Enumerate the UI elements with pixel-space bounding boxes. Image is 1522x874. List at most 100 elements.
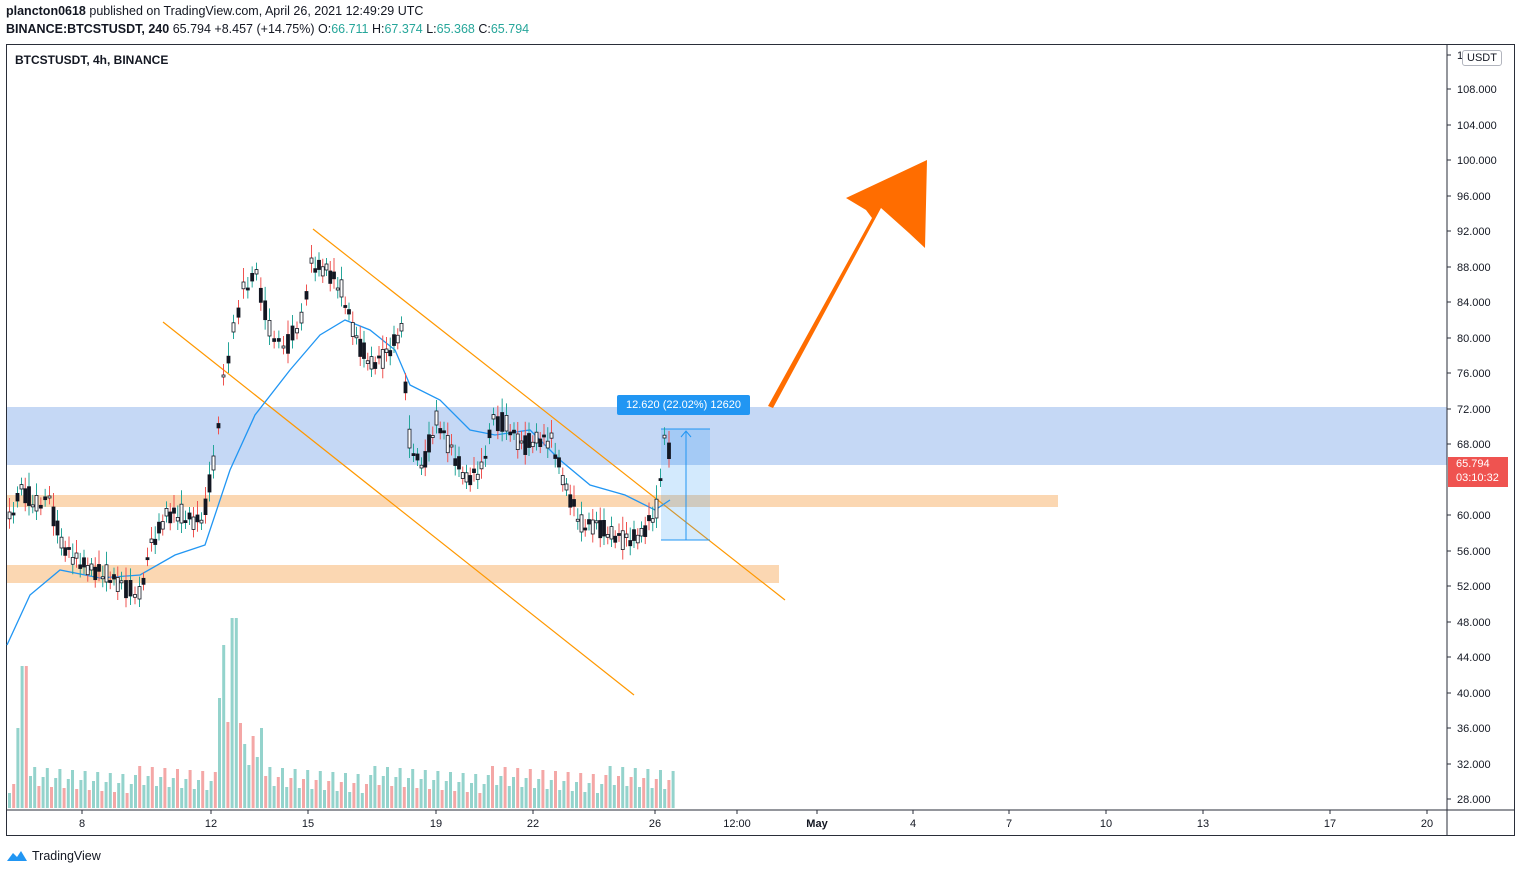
candle-body bbox=[628, 540, 633, 547]
time-axis[interactable]: 8 12 15 19 22 26 12:00 May 4 7 10 13 17 20 bbox=[79, 810, 1433, 830]
candle-body bbox=[187, 512, 192, 520]
candle-body bbox=[549, 432, 554, 439]
volume-bar bbox=[566, 772, 570, 808]
volume-bar bbox=[461, 773, 465, 808]
volume-bar bbox=[293, 769, 297, 808]
candle-body bbox=[175, 517, 180, 522]
volume-bar bbox=[423, 770, 427, 808]
volume-bar bbox=[369, 775, 373, 808]
volume-bar bbox=[281, 768, 284, 808]
volume-bar bbox=[398, 768, 402, 808]
candle-body bbox=[643, 525, 648, 537]
volume-bar bbox=[436, 771, 440, 808]
candle-body bbox=[286, 334, 290, 354]
candle-body bbox=[419, 464, 424, 469]
bullish-arrow[interactable] bbox=[768, 160, 927, 408]
open-value: 66.711 bbox=[331, 22, 369, 36]
candle-body bbox=[119, 580, 124, 584]
volume-bar bbox=[432, 780, 436, 808]
chart-frame[interactable] bbox=[6, 44, 1515, 836]
candle-body bbox=[403, 381, 408, 394]
candle-body bbox=[430, 435, 435, 438]
high-value: 67.374 bbox=[384, 22, 423, 36]
candle-body bbox=[133, 594, 137, 598]
volume-bar bbox=[251, 736, 255, 808]
price-label: 40.000 bbox=[1457, 688, 1491, 700]
time-label: 15 bbox=[302, 818, 314, 830]
price-axis[interactable]: 1 108.000 104.000 100.000 96.000 92.000 88.000… bbox=[1447, 50, 1497, 806]
candle-body bbox=[579, 514, 584, 533]
volume-bar bbox=[150, 767, 154, 808]
volume-bar bbox=[394, 777, 398, 808]
volume-bar bbox=[297, 788, 301, 808]
candle-body bbox=[7, 511, 12, 520]
publisher-name[interactable]: plancton0618 bbox=[6, 4, 86, 18]
chart-title: BTCSTUSDT, 4h, BINANCE bbox=[15, 53, 169, 67]
time-label: 12 bbox=[205, 818, 217, 830]
volume-bar bbox=[449, 772, 452, 808]
candle-body bbox=[43, 496, 48, 501]
volume-bar bbox=[407, 778, 410, 808]
price-label: 104.000 bbox=[1457, 120, 1497, 132]
candle-body bbox=[250, 272, 255, 282]
time-label: 19 bbox=[430, 818, 442, 830]
candle-body bbox=[445, 435, 450, 454]
volume-bar bbox=[268, 767, 272, 808]
candle-body bbox=[515, 433, 520, 451]
volume-bar bbox=[491, 766, 494, 808]
volume-bar bbox=[142, 785, 146, 808]
candle-body bbox=[472, 468, 476, 473]
volume-bar bbox=[524, 778, 528, 808]
volume-bar bbox=[512, 777, 515, 808]
volume-bar bbox=[171, 778, 175, 808]
volume-bar bbox=[541, 770, 545, 808]
candle-body bbox=[358, 338, 363, 357]
candle-body bbox=[258, 287, 263, 303]
volume-bar bbox=[402, 787, 406, 808]
time-label: 26 bbox=[649, 818, 661, 830]
candle-body bbox=[508, 431, 513, 436]
candle-body bbox=[650, 518, 655, 523]
candle-body bbox=[211, 455, 216, 471]
time-label: 13 bbox=[1197, 818, 1209, 830]
candle-body bbox=[449, 444, 454, 448]
volume-bar bbox=[41, 777, 45, 808]
volume-bar bbox=[587, 783, 591, 808]
volume-bar bbox=[188, 770, 192, 808]
volume-bar bbox=[415, 788, 419, 808]
bar-countdown: 03:10:32 bbox=[1456, 472, 1499, 484]
volume-bar bbox=[499, 776, 503, 808]
last-price: 65.794 bbox=[172, 22, 211, 36]
volume-bar bbox=[83, 771, 87, 808]
time-label: 4 bbox=[910, 818, 916, 830]
measure-label: 12.620 (22.02%) 12620 bbox=[617, 395, 750, 415]
volume-bar bbox=[129, 784, 133, 808]
footer-brand[interactable]: TradingView bbox=[6, 846, 101, 866]
volume-bar bbox=[663, 789, 667, 808]
candle-body bbox=[59, 536, 64, 549]
candle-body bbox=[377, 355, 381, 359]
volume-bar bbox=[276, 777, 280, 808]
candle-body bbox=[523, 435, 528, 455]
ohlc-bar: BINANCE:BTCSTUSDT, 240 65.794 +8.457 (+1… bbox=[6, 22, 529, 36]
candle-body bbox=[112, 574, 116, 580]
candle-body bbox=[504, 414, 509, 432]
volume-bar bbox=[428, 789, 431, 808]
volume-bar bbox=[104, 782, 108, 808]
candle-body bbox=[639, 528, 644, 537]
volume-bar bbox=[352, 783, 356, 808]
volume-bar bbox=[184, 779, 188, 808]
volume-bars bbox=[8, 618, 675, 808]
volume-bar bbox=[159, 777, 163, 808]
candle-body bbox=[388, 350, 393, 357]
volume-bar bbox=[642, 778, 646, 808]
candle-body bbox=[82, 557, 86, 568]
candle-body bbox=[479, 461, 484, 470]
currency-button[interactable]: USDT bbox=[1462, 50, 1502, 66]
volume-bar bbox=[621, 767, 625, 808]
volume-bar bbox=[545, 789, 549, 808]
candle-body bbox=[647, 515, 651, 522]
volume-bar bbox=[453, 791, 457, 808]
volume-bar bbox=[302, 779, 305, 808]
